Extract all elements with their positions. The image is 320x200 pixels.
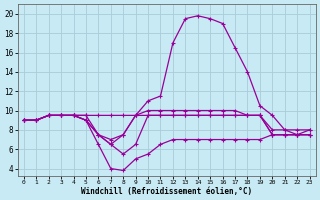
X-axis label: Windchill (Refroidissement éolien,°C): Windchill (Refroidissement éolien,°C): [81, 187, 252, 196]
